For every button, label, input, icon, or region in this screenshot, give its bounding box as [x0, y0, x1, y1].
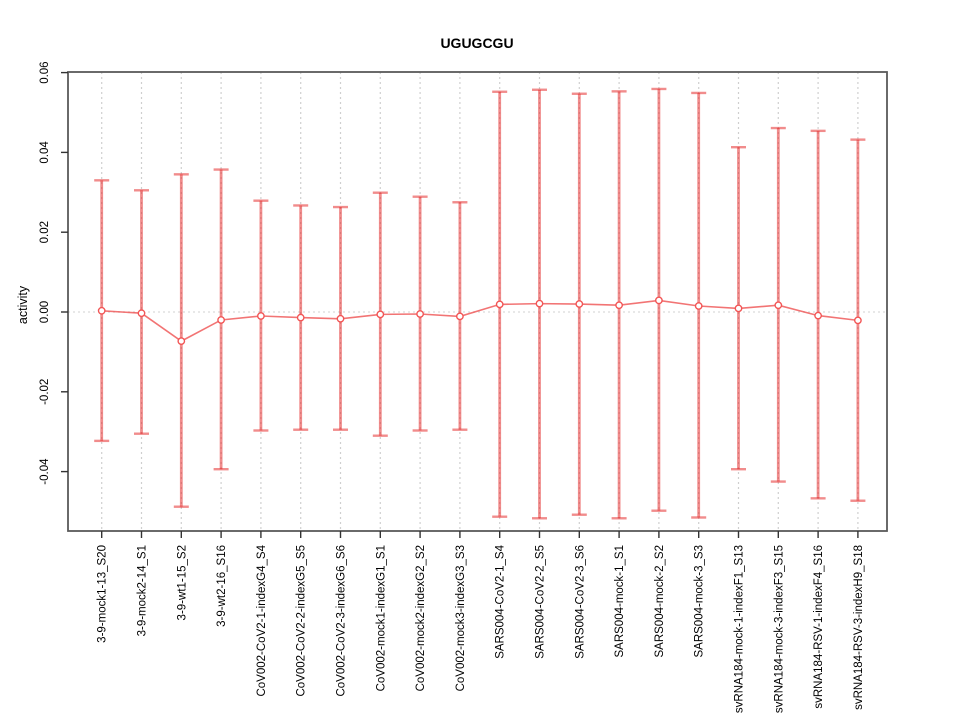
x-tick-label: 3-9-wt2-16_S16	[216, 545, 228, 627]
x-tick-label: CoV002-CoV2-1-indexG4_S4	[256, 544, 268, 696]
plot-box	[67, 71, 888, 532]
x-tick-label: CoV002-CoV2-3-indexG6_S6	[336, 545, 348, 697]
chart-title: UGUGCGU	[440, 35, 513, 51]
data-layer	[94, 87, 866, 520]
x-tick-label: 3-9-mock2-14_S1	[137, 545, 149, 636]
x-tick-label: SARS004-mock-2_S2	[654, 545, 666, 658]
x-tick-label: svRNA184-RSV-3-indexH9_S18	[853, 545, 865, 710]
data-point	[177, 337, 186, 346]
data-point	[256, 312, 265, 320]
grid-layer	[68, 72, 887, 531]
data-point	[376, 310, 385, 319]
data-point	[854, 316, 862, 325]
y-tick-label: 0.02	[39, 221, 51, 243]
x-tick-label: svRNA184-mock-1-indexF1_S13	[734, 545, 746, 713]
axis-layer: 0.06 0.04 0.02 0.00 -0.02 -0.04 3-9-mock1-13_S…	[39, 61, 888, 713]
y-tick-label: 0.06	[39, 61, 51, 83]
x-tick-label: SARS004-CoV2-1_S4	[495, 544, 507, 658]
y-tick-label: 0.04	[39, 141, 51, 164]
x-tick-label: SARS004-mock-3_S3	[694, 545, 706, 658]
data-point	[336, 314, 345, 323]
data-point	[217, 316, 226, 324]
data-point	[615, 301, 623, 310]
x-tick-label: CoV002-mock3-indexG3_S3	[455, 545, 467, 691]
y-tick-label: -0.02	[39, 379, 51, 405]
x-tick-label: 3-9-wt1-15_S2	[176, 545, 188, 620]
x-tick-label: svRNA184-mock-3-indexF3_S15	[773, 545, 785, 713]
data-point	[575, 300, 584, 308]
data-point	[734, 304, 743, 313]
x-tick-label: CoV002-mock2-indexG2_S2	[415, 545, 427, 691]
x-tick-label: svRNA184-RSV-1-indexF4_S16	[813, 545, 825, 709]
y-tick-label: -0.04	[39, 458, 51, 485]
data-point	[655, 296, 663, 305]
data-point	[495, 300, 504, 309]
data-point	[774, 301, 783, 310]
data-point	[97, 306, 106, 315]
x-tick-label: SARS004-mock-1_S1	[614, 545, 626, 658]
data-point	[455, 312, 464, 321]
y-axis-label: activity	[16, 285, 30, 324]
x-tick-label: CoV002-mock1-indexG1_S1	[375, 545, 387, 691]
data-point	[137, 309, 146, 318]
data-point	[814, 311, 822, 320]
x-tick-label: CoV002-CoV2-2-indexG5_S5	[296, 545, 308, 697]
y-tick-label: 0.00	[39, 301, 51, 323]
series-line	[101, 299, 858, 343]
data-point	[535, 299, 544, 308]
x-tick-label: 3-9-mock1-13_S20	[97, 545, 109, 643]
x-tick-label: SARS004-CoV2-3_S6	[574, 545, 586, 659]
data-point	[296, 313, 305, 322]
data-point	[694, 302, 703, 310]
x-tick-label: SARS004-CoV2-2_S5	[535, 545, 547, 659]
data-point	[416, 310, 424, 318]
